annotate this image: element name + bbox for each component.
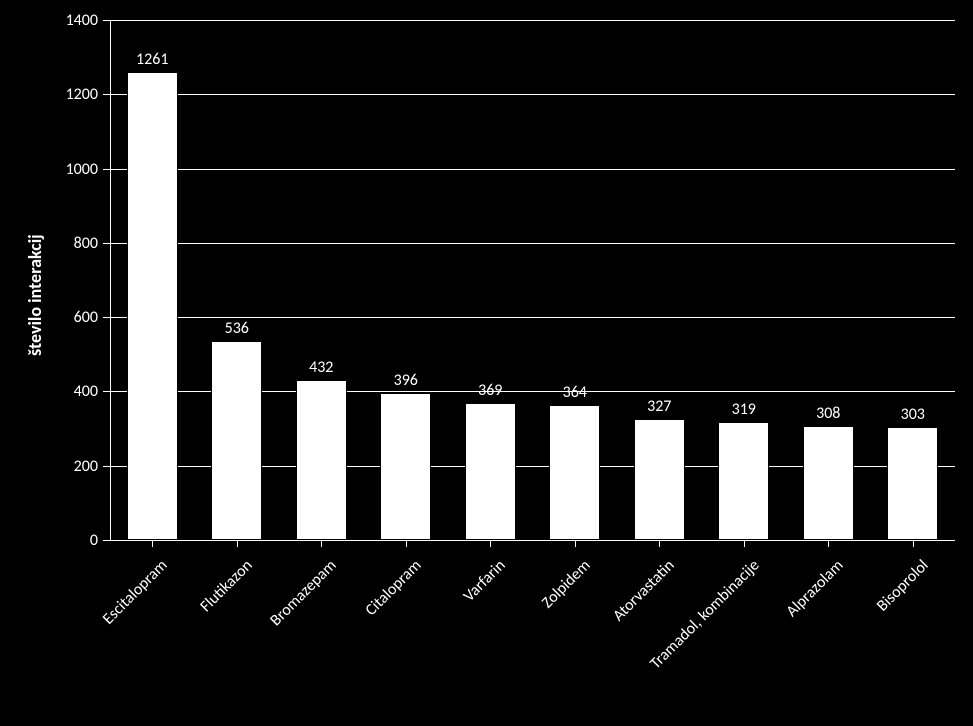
bar-value-label: 432 <box>281 358 361 377</box>
grid-line <box>110 20 955 21</box>
x-tick-mark <box>659 540 660 547</box>
y-tick-mark <box>103 466 110 467</box>
y-axis-line <box>110 20 111 540</box>
bar <box>718 422 769 540</box>
bar-value-label: 536 <box>197 319 277 338</box>
grid-line <box>110 94 955 95</box>
y-tick-label: 600 <box>50 308 98 327</box>
x-tick-mark <box>152 540 153 547</box>
y-tick-label: 200 <box>50 457 98 476</box>
y-tick-label: 800 <box>50 234 98 253</box>
y-tick-mark <box>103 169 110 170</box>
y-tick-mark <box>103 243 110 244</box>
bar <box>549 405 600 540</box>
bar-value-label: 1261 <box>112 50 192 69</box>
bar <box>803 426 854 540</box>
bar-value-label: 319 <box>704 400 784 419</box>
y-tick-mark <box>103 94 110 95</box>
y-tick-label: 0 <box>50 531 98 550</box>
bar <box>380 393 431 540</box>
y-axis-label: število interakcij <box>24 234 46 356</box>
y-tick-label: 400 <box>50 382 98 401</box>
y-tick-label: 1400 <box>50 11 98 30</box>
y-tick-mark <box>103 391 110 392</box>
bar-value-label: 303 <box>873 405 953 424</box>
chart-stage: število interakcij 0 200 400 600 800 1000 1200… <box>0 0 973 726</box>
x-tick-mark <box>321 540 322 547</box>
x-tick-mark <box>406 540 407 547</box>
bar <box>465 403 516 540</box>
bar-value-label: 364 <box>535 383 615 402</box>
bar-value-label: 396 <box>366 371 446 390</box>
x-tick-mark <box>913 540 914 547</box>
x-tick-mark <box>828 540 829 547</box>
bar <box>634 419 685 540</box>
x-tick-mark <box>237 540 238 547</box>
x-tick-mark <box>744 540 745 547</box>
y-tick-mark <box>103 540 110 541</box>
grid-line <box>110 169 955 170</box>
y-tick-label: 1000 <box>50 160 98 179</box>
bar <box>296 380 347 540</box>
bar <box>211 341 262 540</box>
bar <box>127 72 178 540</box>
x-tick-mark <box>575 540 576 547</box>
y-tick-label: 1200 <box>50 85 98 104</box>
grid-line <box>110 243 955 244</box>
bar-value-label: 369 <box>450 381 530 400</box>
y-tick-mark <box>103 20 110 21</box>
bar-value-label: 327 <box>619 397 699 416</box>
bar <box>887 427 938 540</box>
bar-value-label: 308 <box>788 404 868 423</box>
y-tick-mark <box>103 317 110 318</box>
x-tick-mark <box>490 540 491 547</box>
